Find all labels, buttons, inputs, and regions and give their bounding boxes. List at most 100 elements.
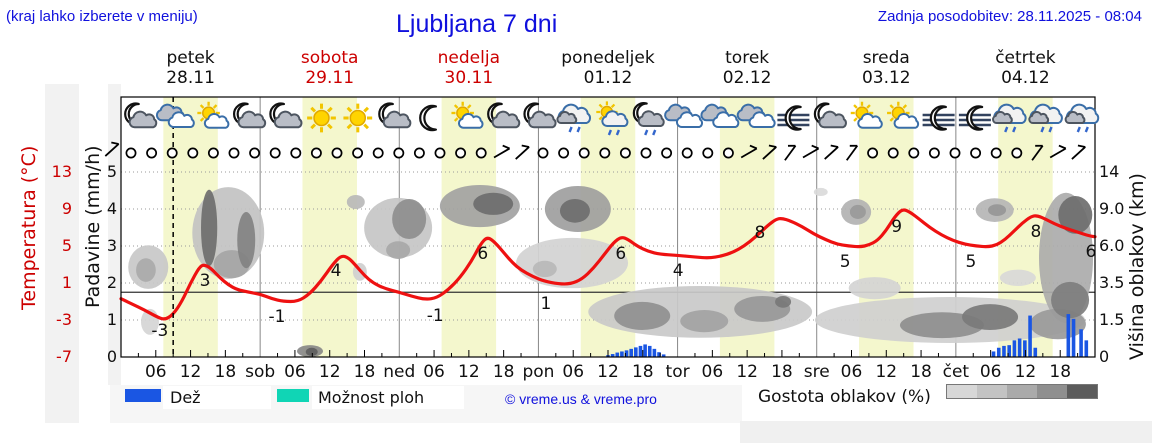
temp-tick--3: -3 [56, 310, 72, 329]
x-tick-18-66: 18 [492, 362, 515, 382]
showers-swatch [277, 389, 309, 402]
x-tick-06-54: 06 [423, 362, 445, 382]
wind-calm-icon [1011, 147, 1023, 159]
x-tick-18-90: 18 [631, 362, 654, 382]
wind-calm-icon [578, 147, 590, 159]
cloud-blob-19 [680, 310, 729, 333]
weather-sun-cloud-icon [451, 101, 484, 129]
day-header-torek: torek 02.12 [687, 48, 807, 88]
cloud-blob-25 [988, 204, 1007, 217]
precip-tick-2: 2 [106, 273, 117, 292]
menu-hint: (kraj lahko izberete v meniju) [6, 8, 198, 25]
x-tick-sre-120: sre [803, 362, 830, 382]
daylight-band-2 [441, 97, 497, 357]
cloud-blob-36 [473, 192, 514, 215]
precip-bar-13 [991, 351, 996, 357]
cloud-blob-3 [848, 277, 901, 300]
cloud-blob-0 [813, 187, 828, 197]
rain-legend-box [163, 386, 271, 409]
day-date: 30.11 [444, 68, 494, 88]
cloud-tick-3.5: 3.5 [1099, 273, 1125, 292]
weather-moon-cloud-icon [487, 102, 521, 129]
x-tick-12-36: 12 [318, 362, 341, 382]
temp-label-9-11: 9 [891, 217, 902, 237]
precip-bar-4 [624, 350, 629, 357]
weather-sun-icon [307, 103, 336, 133]
precip-bar-12 [661, 354, 666, 357]
x-tick-12-108: 12 [736, 362, 758, 382]
cloud-blob-16 [136, 258, 156, 282]
x-tick-18-114: 18 [771, 362, 793, 382]
weather-moon-lines-icon [958, 105, 991, 131]
wind-barb-icon [784, 144, 797, 161]
copyright-link[interactable]: © vreme.us & vreme.pro [505, 391, 657, 407]
cloud-tick-14: 14 [1099, 162, 1120, 181]
precip-tick-3: 3 [106, 236, 117, 255]
wind-calm-icon [269, 147, 281, 159]
weather-sun-cloud-rain-icon [596, 101, 629, 136]
cloud-blob-17 [386, 241, 411, 259]
cloud-density-label: Gostota oblakov (%) [758, 387, 931, 407]
temp-label-4-8: 4 [673, 261, 684, 281]
left-stripe-2 [108, 84, 121, 385]
precip-bar-23 [1071, 318, 1076, 357]
colorbar-segment-4 [1067, 385, 1097, 398]
precip-bar-7 [638, 345, 643, 357]
precip-bar-20 [1028, 315, 1032, 357]
day-name: torek [725, 48, 770, 68]
temp-tick-13: 13 [51, 162, 72, 181]
weather-sun-icon [343, 103, 373, 133]
colorbar-segment-0 [947, 385, 977, 398]
temp-label--1-4: -1 [427, 306, 444, 326]
cloud-blob-26 [614, 301, 671, 330]
x-tick-12-84: 12 [597, 362, 619, 382]
weather-cloud-rain-icon [992, 103, 1027, 133]
rain-legend-label: Dež [170, 388, 201, 407]
left-stripe-1 [45, 84, 79, 423]
weather-moon-cloud-icon [269, 102, 303, 129]
precip-tick-0: 0 [106, 347, 117, 366]
precip-tick-1: 1 [106, 310, 117, 329]
x-tick-12-132: 12 [875, 362, 898, 382]
day-header-ponedeljek: ponedeljek 01.12 [548, 48, 668, 88]
precip-bar-3 [620, 351, 624, 357]
wind-calm-icon [290, 147, 302, 159]
day-name: četrtek [995, 48, 1056, 68]
wind-calm-icon [661, 147, 673, 159]
temp-label-4-3: 4 [331, 261, 342, 281]
day-header-nedelja: nedelja 30.11 [409, 48, 529, 88]
wind-barb-icon [802, 144, 820, 159]
weather-clouds-icon [664, 103, 704, 129]
day-header-petek: petek 28.11 [131, 48, 251, 88]
daylight-band-1 [302, 97, 357, 357]
weather-moon-lines-icon [777, 105, 810, 131]
cloud-tick-1.5: 1.5 [1099, 310, 1125, 329]
wind-barb-icon [1031, 144, 1044, 161]
x-tick-sob-24: sob [245, 362, 276, 382]
temp-tick-9: 9 [61, 199, 72, 218]
wind-calm-icon [928, 147, 940, 159]
cloud-blob-37 [201, 189, 218, 266]
precip-bar-1 [610, 354, 615, 357]
temp-label-8-9: 8 [754, 223, 765, 243]
x-tick-06-126: 06 [840, 362, 863, 382]
temp-label-3-1: 3 [200, 271, 211, 291]
wind-calm-icon [558, 147, 570, 159]
x-tick-ned-48: ned [383, 362, 416, 382]
temp-tick--7: -7 [56, 347, 72, 366]
wind-barb-icon [493, 144, 511, 159]
wind-calm-icon [475, 147, 487, 159]
precip-bar-8 [643, 344, 647, 357]
wind-barb-icon [1049, 144, 1067, 159]
x-tick-čet-144: čet [942, 362, 970, 382]
precip-bar-9 [647, 345, 652, 357]
wind-calm-icon [331, 147, 343, 159]
wind-calm-icon [908, 147, 920, 159]
cloud-density-colorbar [946, 384, 1098, 399]
cloud-blob-34 [1058, 196, 1093, 234]
precip-bar-19 [1023, 340, 1027, 357]
wind-calm-icon [146, 147, 158, 159]
wind-calm-icon [990, 147, 1002, 159]
day-name: nedelja [437, 48, 501, 68]
